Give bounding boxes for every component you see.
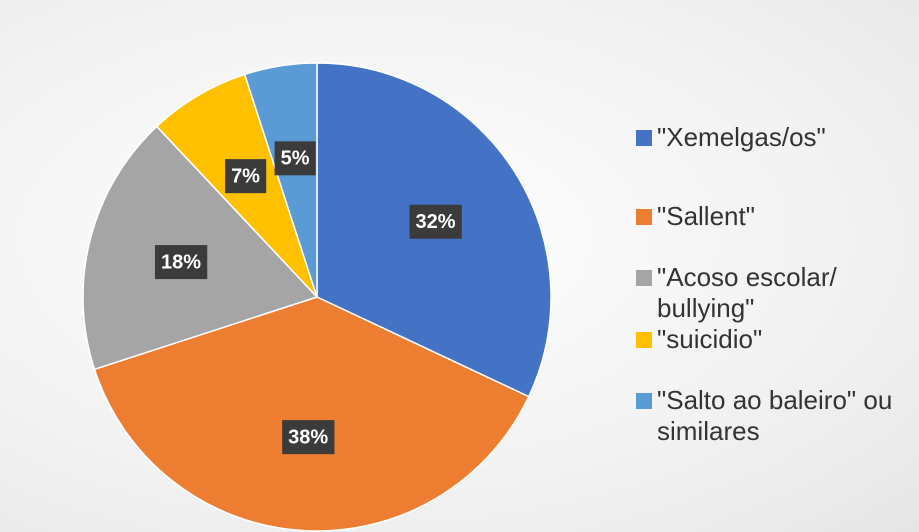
legend-entry: "Acoso escolar/ bullying" xyxy=(636,262,906,324)
legend-label: "suicidio" xyxy=(657,324,763,354)
legend-label: "Acoso escolar/ bullying" xyxy=(657,262,837,323)
legend-entry: "Sallent" xyxy=(636,201,906,232)
data-label-box xyxy=(409,204,462,239)
data-label-text: 18% xyxy=(161,251,201,273)
slice xyxy=(93,296,530,532)
slice xyxy=(243,62,318,298)
data-label: 5% xyxy=(274,141,316,176)
legend-swatch xyxy=(636,130,652,146)
data-label: 32% xyxy=(409,204,462,239)
legend-entry: "Xemelgas/os" xyxy=(636,122,906,153)
legend-label: "Salto ao baleiro" ou similares xyxy=(657,385,893,446)
legend-swatch xyxy=(636,209,652,225)
legend: "Xemelgas/os" "Sallent" "Acoso escolar/ bu… xyxy=(636,122,906,447)
data-label: 7% xyxy=(225,159,267,194)
data-label-box xyxy=(225,159,267,194)
legend-swatch xyxy=(636,332,652,348)
data-label-box xyxy=(282,420,335,455)
legend-entry: "suicidio" xyxy=(636,324,906,355)
data-label-box xyxy=(274,141,316,176)
legend-swatch xyxy=(636,393,652,409)
legend-label: "Xemelgas/os" xyxy=(657,122,826,152)
legend-label: "Sallent" xyxy=(657,201,755,231)
legend-swatch xyxy=(636,270,652,286)
data-label-text: 7% xyxy=(231,165,260,187)
data-label: 38% xyxy=(282,420,335,455)
legend-entry: "Salto ao baleiro" ou similares xyxy=(636,385,906,447)
data-label: 18% xyxy=(154,245,208,280)
data-label-text: 5% xyxy=(281,148,310,170)
data-label-text: 32% xyxy=(416,211,456,233)
data-label-text: 38% xyxy=(288,426,328,448)
data-label-box xyxy=(154,245,208,280)
